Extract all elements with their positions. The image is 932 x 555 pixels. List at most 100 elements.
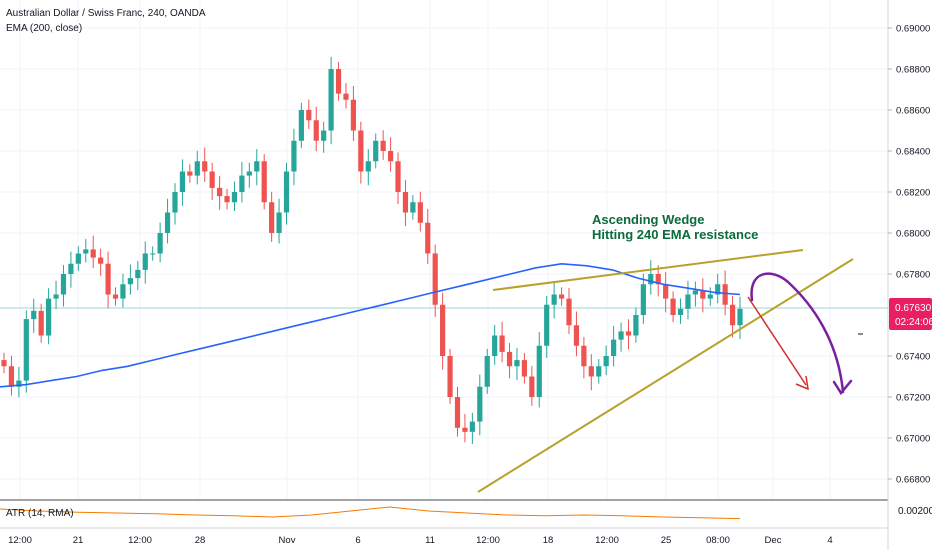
candle-body bbox=[172, 192, 178, 213]
candle bbox=[254, 149, 260, 186]
candle bbox=[16, 366, 22, 398]
candle bbox=[454, 386, 461, 437]
candle-body bbox=[729, 304, 736, 326]
candle bbox=[75, 246, 81, 271]
price-label-value: 0.67630 bbox=[895, 303, 932, 314]
candle bbox=[529, 366, 535, 406]
wedge-upper-line bbox=[492, 249, 804, 291]
atr-label[interactable]: ATR (14, RMA) bbox=[6, 508, 74, 519]
indicator-label[interactable]: EMA (200, close) bbox=[6, 23, 83, 34]
y-tick-label: 0.67200 bbox=[896, 393, 930, 404]
candle bbox=[246, 162, 252, 188]
candle bbox=[112, 287, 119, 306]
annotation-text: Ascending Wedge Hitting 240 EMA resistan… bbox=[592, 212, 758, 242]
candle-body bbox=[648, 274, 654, 285]
x-tick-label: 21 bbox=[73, 535, 84, 546]
candle bbox=[707, 287, 713, 306]
candle bbox=[276, 198, 282, 244]
x-tick-label: Dec bbox=[765, 535, 782, 546]
candle-body bbox=[521, 360, 528, 377]
candle bbox=[469, 412, 475, 444]
candle-body bbox=[224, 196, 230, 203]
candle bbox=[640, 273, 646, 324]
candle-body bbox=[239, 175, 245, 192]
candle bbox=[596, 359, 602, 384]
candle-body bbox=[633, 315, 639, 336]
y-tick-label: 0.67000 bbox=[896, 434, 930, 445]
candle bbox=[53, 280, 59, 310]
candle bbox=[298, 102, 304, 148]
candle bbox=[625, 319, 632, 350]
candle-body bbox=[150, 253, 156, 255]
candle bbox=[387, 137, 394, 172]
atr-line bbox=[0, 506, 741, 520]
candle bbox=[269, 191, 275, 242]
candle-body bbox=[38, 310, 44, 336]
candle-body bbox=[715, 284, 721, 295]
candle bbox=[462, 414, 468, 443]
candles bbox=[1, 56, 743, 444]
candle-body bbox=[499, 335, 505, 352]
candle-body bbox=[90, 249, 96, 258]
x-tick-label: 25 bbox=[661, 535, 672, 546]
purple-arrow-head bbox=[832, 379, 853, 396]
candle-body bbox=[432, 253, 438, 305]
candle-body bbox=[447, 356, 453, 397]
x-tick-label: 18 bbox=[543, 535, 554, 546]
candle bbox=[618, 322, 624, 352]
candle-body bbox=[75, 253, 81, 264]
candle-body bbox=[8, 366, 15, 387]
candle-body bbox=[484, 356, 490, 387]
candle-body bbox=[685, 294, 691, 309]
chart-title[interactable]: Australian Dollar / Swiss Franc, 240, OA… bbox=[6, 8, 206, 19]
x-tick-label: 12:00 bbox=[8, 535, 32, 546]
candle bbox=[239, 161, 245, 203]
candle-body bbox=[142, 253, 148, 270]
candle bbox=[633, 307, 639, 343]
candle bbox=[150, 246, 156, 261]
y-tick-label: 0.68600 bbox=[896, 106, 930, 117]
candle-body bbox=[365, 161, 371, 172]
y-tick-label: 0.66800 bbox=[896, 475, 930, 486]
candle-body bbox=[373, 140, 379, 162]
candle-body bbox=[306, 110, 312, 121]
candle-body bbox=[120, 284, 126, 299]
candle bbox=[365, 149, 371, 186]
candle bbox=[373, 133, 379, 169]
wedge-lower-line bbox=[477, 258, 854, 493]
candle bbox=[1, 352, 7, 374]
candle bbox=[343, 83, 349, 109]
candle-body bbox=[514, 360, 520, 367]
candle bbox=[335, 61, 342, 101]
candle-body bbox=[395, 161, 401, 192]
candle-body bbox=[127, 278, 133, 285]
red-arrow-line bbox=[747, 296, 807, 386]
candle-body bbox=[68, 263, 74, 274]
candle bbox=[558, 287, 565, 306]
candle-body bbox=[380, 140, 386, 151]
candle-body bbox=[410, 202, 416, 213]
candle-body bbox=[722, 284, 728, 305]
candle bbox=[261, 154, 267, 210]
candle bbox=[105, 251, 111, 309]
candle-body bbox=[291, 140, 297, 172]
candle-body bbox=[640, 284, 646, 315]
x-tick-label: Nov bbox=[279, 535, 296, 546]
candle-body bbox=[1, 360, 7, 367]
candle-body bbox=[112, 294, 119, 299]
candle-body bbox=[529, 376, 535, 397]
y-tick-label: 0.67400 bbox=[896, 352, 930, 363]
time-axis: 12:00 21 12:00 28 Nov 6 11 12:00 18 12:00 25 08:00 D… bbox=[8, 535, 833, 546]
candle bbox=[321, 121, 327, 153]
candle-body bbox=[655, 274, 661, 285]
purple-arrow-curve bbox=[750, 272, 845, 394]
candle-body bbox=[105, 263, 111, 295]
candle bbox=[588, 354, 594, 391]
candle-body bbox=[440, 304, 446, 356]
candle-body bbox=[276, 212, 282, 233]
candle bbox=[395, 152, 401, 205]
candle-body bbox=[536, 345, 542, 397]
candle bbox=[700, 278, 706, 313]
candle-body bbox=[387, 151, 394, 162]
